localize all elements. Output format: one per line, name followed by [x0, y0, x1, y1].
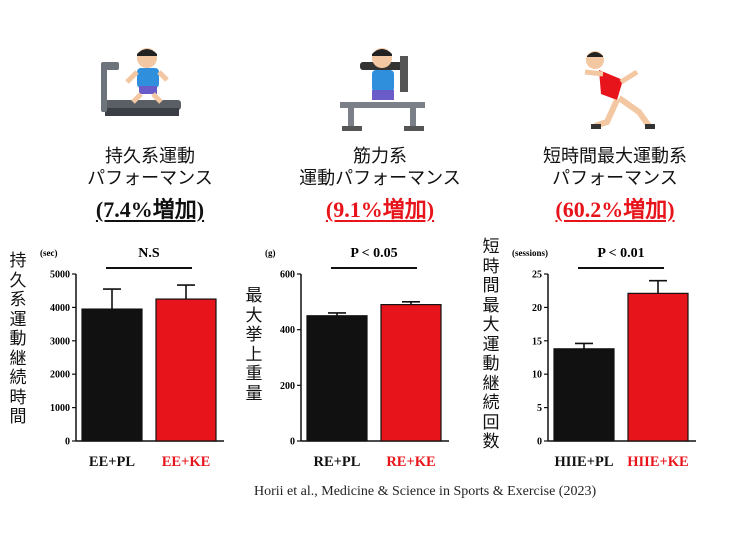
panel1-increase: (7.4%増加)	[40, 192, 260, 224]
panel3-ylabel: 短時間最大運動継続回数	[482, 237, 500, 452]
y-tick-label: 25	[532, 270, 542, 281]
y-tick-label: 1000	[50, 403, 70, 414]
category-label: RE+PL	[314, 454, 361, 470]
panel1-increase-text: (7.4%増加)	[95, 197, 205, 222]
treadmill-runner-icon	[101, 48, 181, 116]
y-tick-label: 5000	[50, 270, 70, 281]
category-label: RE+KE	[386, 454, 435, 470]
y-tick-label: 15	[532, 336, 542, 347]
significance-label: P < 0.01	[597, 246, 644, 261]
y-tick-label: 4000	[50, 303, 70, 314]
chart-endurance: (sec) 0 1000 2000 3000 4000 5000 EE+PL EE+KE N.S	[40, 246, 224, 470]
y-tick-label: 5	[537, 403, 542, 414]
y-tick-label: 20	[532, 303, 542, 314]
bar	[380, 304, 442, 442]
panel3-increase: (60.2%増加)	[505, 192, 725, 224]
y-tick-label: 400	[280, 325, 295, 336]
bar	[627, 292, 689, 442]
panel3-increase-text: (60.2%増加)	[555, 197, 675, 222]
category-label: HIIE+PL	[554, 454, 613, 470]
y-tick-label: 0	[65, 437, 70, 448]
y-tick-label: 200	[280, 381, 295, 392]
panel2-increase: (9.1%増加)	[270, 192, 490, 224]
unit-label: (sessions)	[512, 248, 548, 258]
y-tick-label: 0	[290, 437, 295, 448]
weight-machine-icon	[340, 48, 425, 131]
chart-strength: (g) 0 200 400 600 RE+PL RE+KE P < 0.05	[265, 246, 449, 470]
citation-credit: Horii et al., Medicine & Science in Spor…	[254, 484, 597, 499]
unit-label: (g)	[265, 248, 276, 258]
panel1-caption-line2: パフォーマンス	[87, 168, 213, 189]
panel1-caption: 持久系運動 パフォーマンス	[40, 146, 260, 190]
category-label: HIIE+KE	[627, 454, 688, 470]
panel1-caption-line1: 持久系運動	[105, 146, 195, 167]
category-label: EE+PL	[89, 454, 135, 470]
panel2-caption-line2: 運動パフォーマンス	[299, 168, 461, 189]
panel3-caption: 短時間最大運動系 パフォーマンス	[505, 146, 725, 190]
unit-label: (sec)	[40, 248, 58, 258]
y-tick-label: 600	[280, 270, 295, 281]
panel2-caption-line1: 筋力系	[353, 146, 407, 167]
panel3-caption-line1: 短時間最大運動系	[543, 146, 687, 167]
panel2-caption: 筋力系 運動パフォーマンス	[270, 146, 490, 190]
category-label: EE+KE	[162, 454, 211, 470]
y-tick-label: 0	[537, 437, 542, 448]
y-tick-label: 10	[532, 370, 542, 381]
y-tick-label: 3000	[50, 336, 70, 347]
bar	[306, 315, 368, 442]
panel2-ylabel: 最大挙上重量	[245, 286, 263, 404]
significance-label: P < 0.05	[350, 246, 397, 261]
significance-label: N.S	[138, 246, 160, 261]
panel3-caption-line2: パフォーマンス	[552, 168, 678, 189]
bar	[155, 298, 217, 442]
chart-hiie: (sessions) 0 5 10 15 20 25 HIIE+PL HIIE+KE P < 0.…	[512, 246, 696, 470]
sprinter-icon	[584, 51, 655, 129]
bar	[553, 348, 615, 442]
panel1-ylabel: 持久系運動継続時間	[9, 251, 27, 427]
panel2-increase-text: (9.1%増加)	[325, 197, 435, 222]
bar	[81, 308, 143, 442]
y-tick-label: 2000	[50, 370, 70, 381]
